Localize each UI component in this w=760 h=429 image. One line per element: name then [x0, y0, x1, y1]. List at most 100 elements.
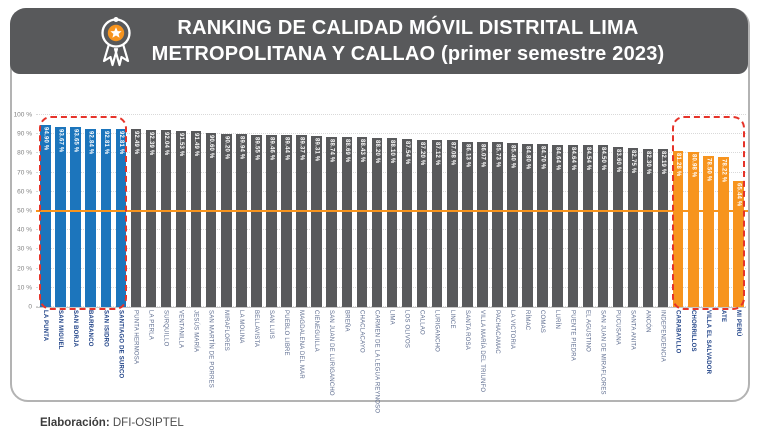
- x-axis-label: PUEBLO LIBRE: [283, 310, 290, 356]
- bar: 83.60 %: [612, 146, 624, 307]
- x-axis-label: SAN ISIDRO: [102, 310, 109, 348]
- bar: 81.28 %: [672, 150, 684, 307]
- bar: 91.53 %: [175, 131, 187, 307]
- bar-value-label: 89.44 %: [283, 137, 290, 161]
- bar-value-label: 90.20 %: [223, 135, 230, 160]
- x-axis-label: LA PUNTA: [42, 310, 49, 342]
- bar-value-label: 84.80 %: [524, 146, 531, 170]
- y-tick-label: 30 %: [17, 245, 32, 253]
- bar-value-label: 86.13 %: [464, 143, 471, 168]
- bar-value-label: 92.84 %: [87, 130, 94, 155]
- x-axis-label: MIRAFLORES: [222, 310, 229, 352]
- bar-value-label: 91.53 %: [178, 133, 185, 157]
- bar-value-label: 81.28 %: [675, 152, 682, 177]
- bar-value-label: 84.50 %: [599, 146, 606, 171]
- x-axis-line: [36, 307, 746, 308]
- star-icon: [109, 27, 122, 38]
- x-axis-label: BELLAVISTA: [252, 310, 259, 348]
- x-axis-label: ATE: [719, 310, 726, 323]
- bar: 89.31 %: [311, 135, 322, 307]
- bar: 92.81 %: [115, 128, 127, 307]
- bar: 84.64 %: [552, 144, 563, 307]
- bar: 87.12 %: [431, 139, 443, 307]
- bar: 86.07 %: [477, 141, 488, 307]
- bar: 89.46 %: [266, 135, 277, 307]
- source-note: Elaboración: DFI-OSIPTEL: [40, 417, 184, 429]
- x-axis-label: SAN LUIS: [267, 310, 274, 339]
- bar: 82.75 %: [627, 148, 639, 307]
- x-axis-label: INDEPENDENCIA: [659, 310, 666, 362]
- bar: 80.98 %: [688, 151, 699, 307]
- y-tick-label: 80 %: [17, 149, 32, 157]
- x-axis-label: CIENEGUILLA: [313, 310, 320, 352]
- bar: 89.55 %: [251, 135, 262, 307]
- bar: 84.70 %: [537, 144, 548, 307]
- bar: 86.13 %: [462, 141, 473, 307]
- x-axis-label: RÍMAC: [524, 310, 531, 331]
- source-label: Elaboración:: [40, 416, 110, 429]
- x-axis-label: COMAS: [539, 310, 546, 334]
- x-axis-label: JESÚS MARÍA: [192, 310, 199, 353]
- gridline: [36, 133, 746, 135]
- x-axis-label: CHACLACAYO: [358, 310, 365, 353]
- bar: 89.37 %: [296, 135, 307, 307]
- x-axis-label: CHORRILLOS: [689, 310, 696, 352]
- bar: 92.04 %: [160, 130, 172, 307]
- x-axis-label: LA PERLA: [147, 310, 154, 340]
- y-tick-label: 60 %: [17, 188, 32, 196]
- bar-value-label: 80.98 %: [690, 153, 697, 177]
- bar: 88.69 %: [341, 136, 353, 307]
- x-axis-label: LURÍN: [554, 310, 561, 330]
- bar: 90.20 %: [221, 133, 232, 307]
- x-axis-label: BREÑA: [343, 310, 350, 332]
- bar: 91.49 %: [190, 131, 202, 307]
- bar: 87.20 %: [416, 139, 428, 307]
- bar-value-label: 92.81 %: [117, 130, 124, 155]
- y-tick-label: 100 %: [13, 111, 32, 119]
- bar-value-label: 89.55 %: [253, 137, 260, 161]
- y-tick-label: 50 %: [17, 207, 32, 215]
- x-axis-label: EL AGUSTINO: [584, 310, 591, 352]
- bar-value-label: 87.20 %: [419, 141, 426, 165]
- bar: 87.08 %: [447, 139, 458, 307]
- bar-value-label: 88.43 %: [358, 139, 365, 163]
- title-line-2: METROPOLITANA Y CALLAO (primer semestre …: [151, 43, 665, 65]
- bar-value-label: 78.50 %: [705, 158, 712, 182]
- source-value: DFI-OSIPTEL: [112, 416, 184, 429]
- x-axis-label: SANTA ROSA: [463, 310, 470, 350]
- bar-value-label: 85.40 %: [509, 145, 516, 169]
- x-axis-label: LA MOLINA: [237, 310, 244, 344]
- bar: 92.81 %: [100, 128, 112, 307]
- bar: 84.50 %: [597, 144, 609, 307]
- bar: 82.19 %: [657, 149, 669, 307]
- bar-value-label: 84.64 %: [554, 146, 561, 170]
- page-title: RANKING DE CALIDAD MÓVIL DISTRITAL LIMA …: [152, 15, 665, 67]
- x-axis-label: VENTANILLA: [177, 310, 184, 349]
- bar-value-label: 89.37 %: [298, 137, 305, 161]
- bar: 93.67 %: [55, 127, 66, 307]
- x-axis-label: VILLA EL SALVADOR: [704, 310, 711, 375]
- bar: 65.44 %: [733, 181, 744, 307]
- x-axis-label: ANCÓN: [644, 310, 651, 333]
- y-axis-labels: 100 % 90 % 80 % 70 % 60 % 50 % 40 % 30 % 20 % 10 …: [0, 111, 34, 311]
- bottom-group-outline: [671, 116, 745, 310]
- bar-value-label: 92.81 %: [102, 130, 109, 155]
- title-line-1: RANKING DE CALIDAD MÓVIL DISTRITAL LIMA: [177, 17, 639, 39]
- bar: 87.54 %: [401, 138, 413, 307]
- bar: 89.44 %: [281, 135, 292, 307]
- x-axis-label: LINCE: [448, 310, 455, 329]
- bar-value-label: 84.70 %: [539, 146, 546, 170]
- x-axis-label: SAN MARTÍN DE PORRES: [207, 310, 214, 388]
- bar-value-label: 88.74 %: [328, 138, 335, 163]
- x-axis-label: SAN BORJA: [72, 310, 79, 348]
- bar: 93.65 %: [70, 127, 81, 307]
- bar: 89.94 %: [236, 134, 247, 307]
- x-axis-label: LURIGANCHO: [433, 310, 440, 353]
- x-axis-label: CARABAYLLO: [674, 310, 681, 354]
- bar: 85.73 %: [492, 142, 503, 307]
- bar-value-label: 87.54 %: [404, 140, 411, 165]
- bar: 84.64 %: [567, 144, 579, 307]
- x-axis-label: PUNTA HERMOSA: [132, 310, 139, 365]
- y-tick-label: 40 %: [17, 226, 32, 234]
- bar-value-label: 92.04 %: [163, 132, 170, 156]
